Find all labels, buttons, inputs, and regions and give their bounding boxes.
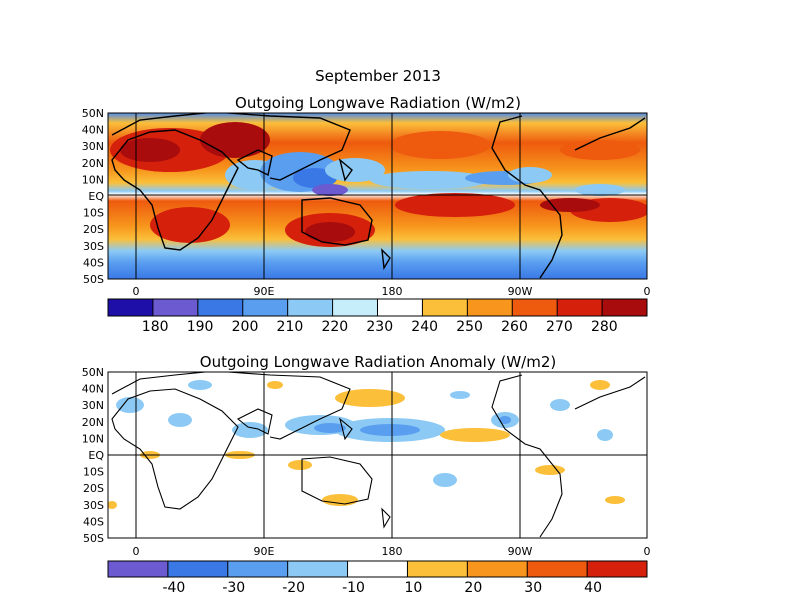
colorbar-label: 270 <box>546 319 573 335</box>
lon-label: 0 <box>133 285 140 298</box>
colorbar-label: -10 <box>342 580 365 596</box>
colorbar-swatch <box>167 561 229 577</box>
colorbar-swatch <box>332 299 378 316</box>
colorbar-label: 280 <box>591 319 618 335</box>
colorbar-label: -20 <box>282 580 305 596</box>
lat-label: 50N <box>82 366 104 379</box>
lon-label: 180 <box>382 545 403 558</box>
lon-label: 90E <box>254 545 275 558</box>
lon-label: 0 <box>133 545 140 558</box>
colorbar-swatch <box>108 561 169 577</box>
lat-label: 20N <box>82 157 104 170</box>
colorbar-label: 190 <box>187 319 214 335</box>
colorbar-swatch <box>467 561 528 577</box>
lat-label: 50N <box>82 107 104 120</box>
lon-label: 90W <box>508 285 533 298</box>
colorbar-swatch <box>287 561 349 577</box>
colorbar-label: -40 <box>162 580 185 596</box>
colorbar-swatch <box>227 561 289 577</box>
lat-label: 30N <box>82 140 104 153</box>
lat-label: 40N <box>82 124 104 137</box>
colorbar-label: 230 <box>366 319 393 335</box>
lat-label: 20N <box>82 416 104 429</box>
colorbar-label: 240 <box>411 319 438 335</box>
lon-label: 0 <box>644 285 651 298</box>
anomaly-colorbar: -40 -30 -20 -10 10 20 30 40 <box>107 560 648 596</box>
panel2-title: Outgoing Longwave Radiation Anomaly (W/m… <box>200 353 556 371</box>
colorbar-label: 220 <box>321 319 348 335</box>
colorbar-swatch <box>527 561 588 577</box>
colorbar-swatch <box>347 561 408 577</box>
lat-label: 10N <box>82 432 104 445</box>
lon-label: 90E <box>254 285 275 298</box>
colorbar-swatch <box>422 299 468 316</box>
colorbar-label: 200 <box>232 319 259 335</box>
colorbar-label: 260 <box>501 319 528 335</box>
colorbar-swatch <box>587 561 648 577</box>
lat-label: 30N <box>82 399 104 412</box>
lat-label: 10S <box>83 207 104 220</box>
lat-label: 20S <box>83 223 104 236</box>
panel2-lat-labels: 50N 40N 30N 20N 10N EQ 10S 20S 30S 40S 50S <box>82 366 105 545</box>
lat-label: 50S <box>83 273 104 286</box>
colorbar-label: 250 <box>456 319 483 335</box>
lon-label: 0 <box>644 545 651 558</box>
lat-label: 40S <box>83 256 104 269</box>
anomaly-map-panel: 50N 40N 30N 20N 10N EQ 10S 20S 30S 40S 50S 0 90E 180… <box>82 366 651 558</box>
colorbar-swatch <box>557 299 603 316</box>
colorbar-swatch <box>407 561 468 577</box>
olr-colorbar: 180 190 200 210 220 230 240 250 260 270 280 <box>107 298 648 335</box>
olr-map-panel: 50N 40N 30N 20N 10N EQ 10S 20S 30S 40S 50S 0 90E 180… <box>82 107 651 298</box>
panel1-lon-gridlines <box>108 113 647 279</box>
colorbar-label: 10 <box>405 580 423 596</box>
colorbar-swatch <box>512 299 558 316</box>
colorbar-swatch <box>602 299 648 316</box>
lon-label: 180 <box>382 285 403 298</box>
lat-label: 40S <box>83 515 104 528</box>
colorbar-label: 180 <box>142 319 169 335</box>
colorbar-swatch <box>377 299 423 316</box>
lon-label: 90W <box>508 545 533 558</box>
colorbar-swatch <box>242 299 289 316</box>
colorbar-swatch <box>197 299 244 316</box>
colorbar-swatch <box>467 299 513 316</box>
colorbar-label: 20 <box>464 580 482 596</box>
lat-label: 10S <box>83 466 104 479</box>
colorbar-label: 40 <box>584 580 602 596</box>
lat-label: 40N <box>82 383 104 396</box>
lat-label: EQ <box>88 190 104 203</box>
lat-label: 30S <box>83 240 104 253</box>
lat-label: EQ <box>88 449 104 462</box>
figure-title: September 2013 <box>315 67 441 85</box>
panel2-lon-labels: 0 90E 180 90W 0 <box>133 545 651 558</box>
panel1-title: Outgoing Longwave Radiation (W/m2) <box>235 94 521 112</box>
colorbar-label: -30 <box>222 580 245 596</box>
colorbar-label: 30 <box>524 580 542 596</box>
panel1-lat-labels: 50N 40N 30N 20N 10N EQ 10S 20S 30S 40S 50S <box>82 107 105 286</box>
lat-label: 10N <box>82 173 104 186</box>
lat-label: 50S <box>83 532 104 545</box>
colorbar-swatch <box>152 299 199 316</box>
panel2-lon-gridlines <box>108 372 647 538</box>
lat-label: 30S <box>83 499 104 512</box>
lat-label: 20S <box>83 482 104 495</box>
colorbar-label: 210 <box>277 319 304 335</box>
colorbar-swatch <box>287 299 334 316</box>
panel1-lon-labels: 0 90E 180 90W 0 <box>133 285 651 298</box>
colorbar-swatch <box>108 299 154 316</box>
